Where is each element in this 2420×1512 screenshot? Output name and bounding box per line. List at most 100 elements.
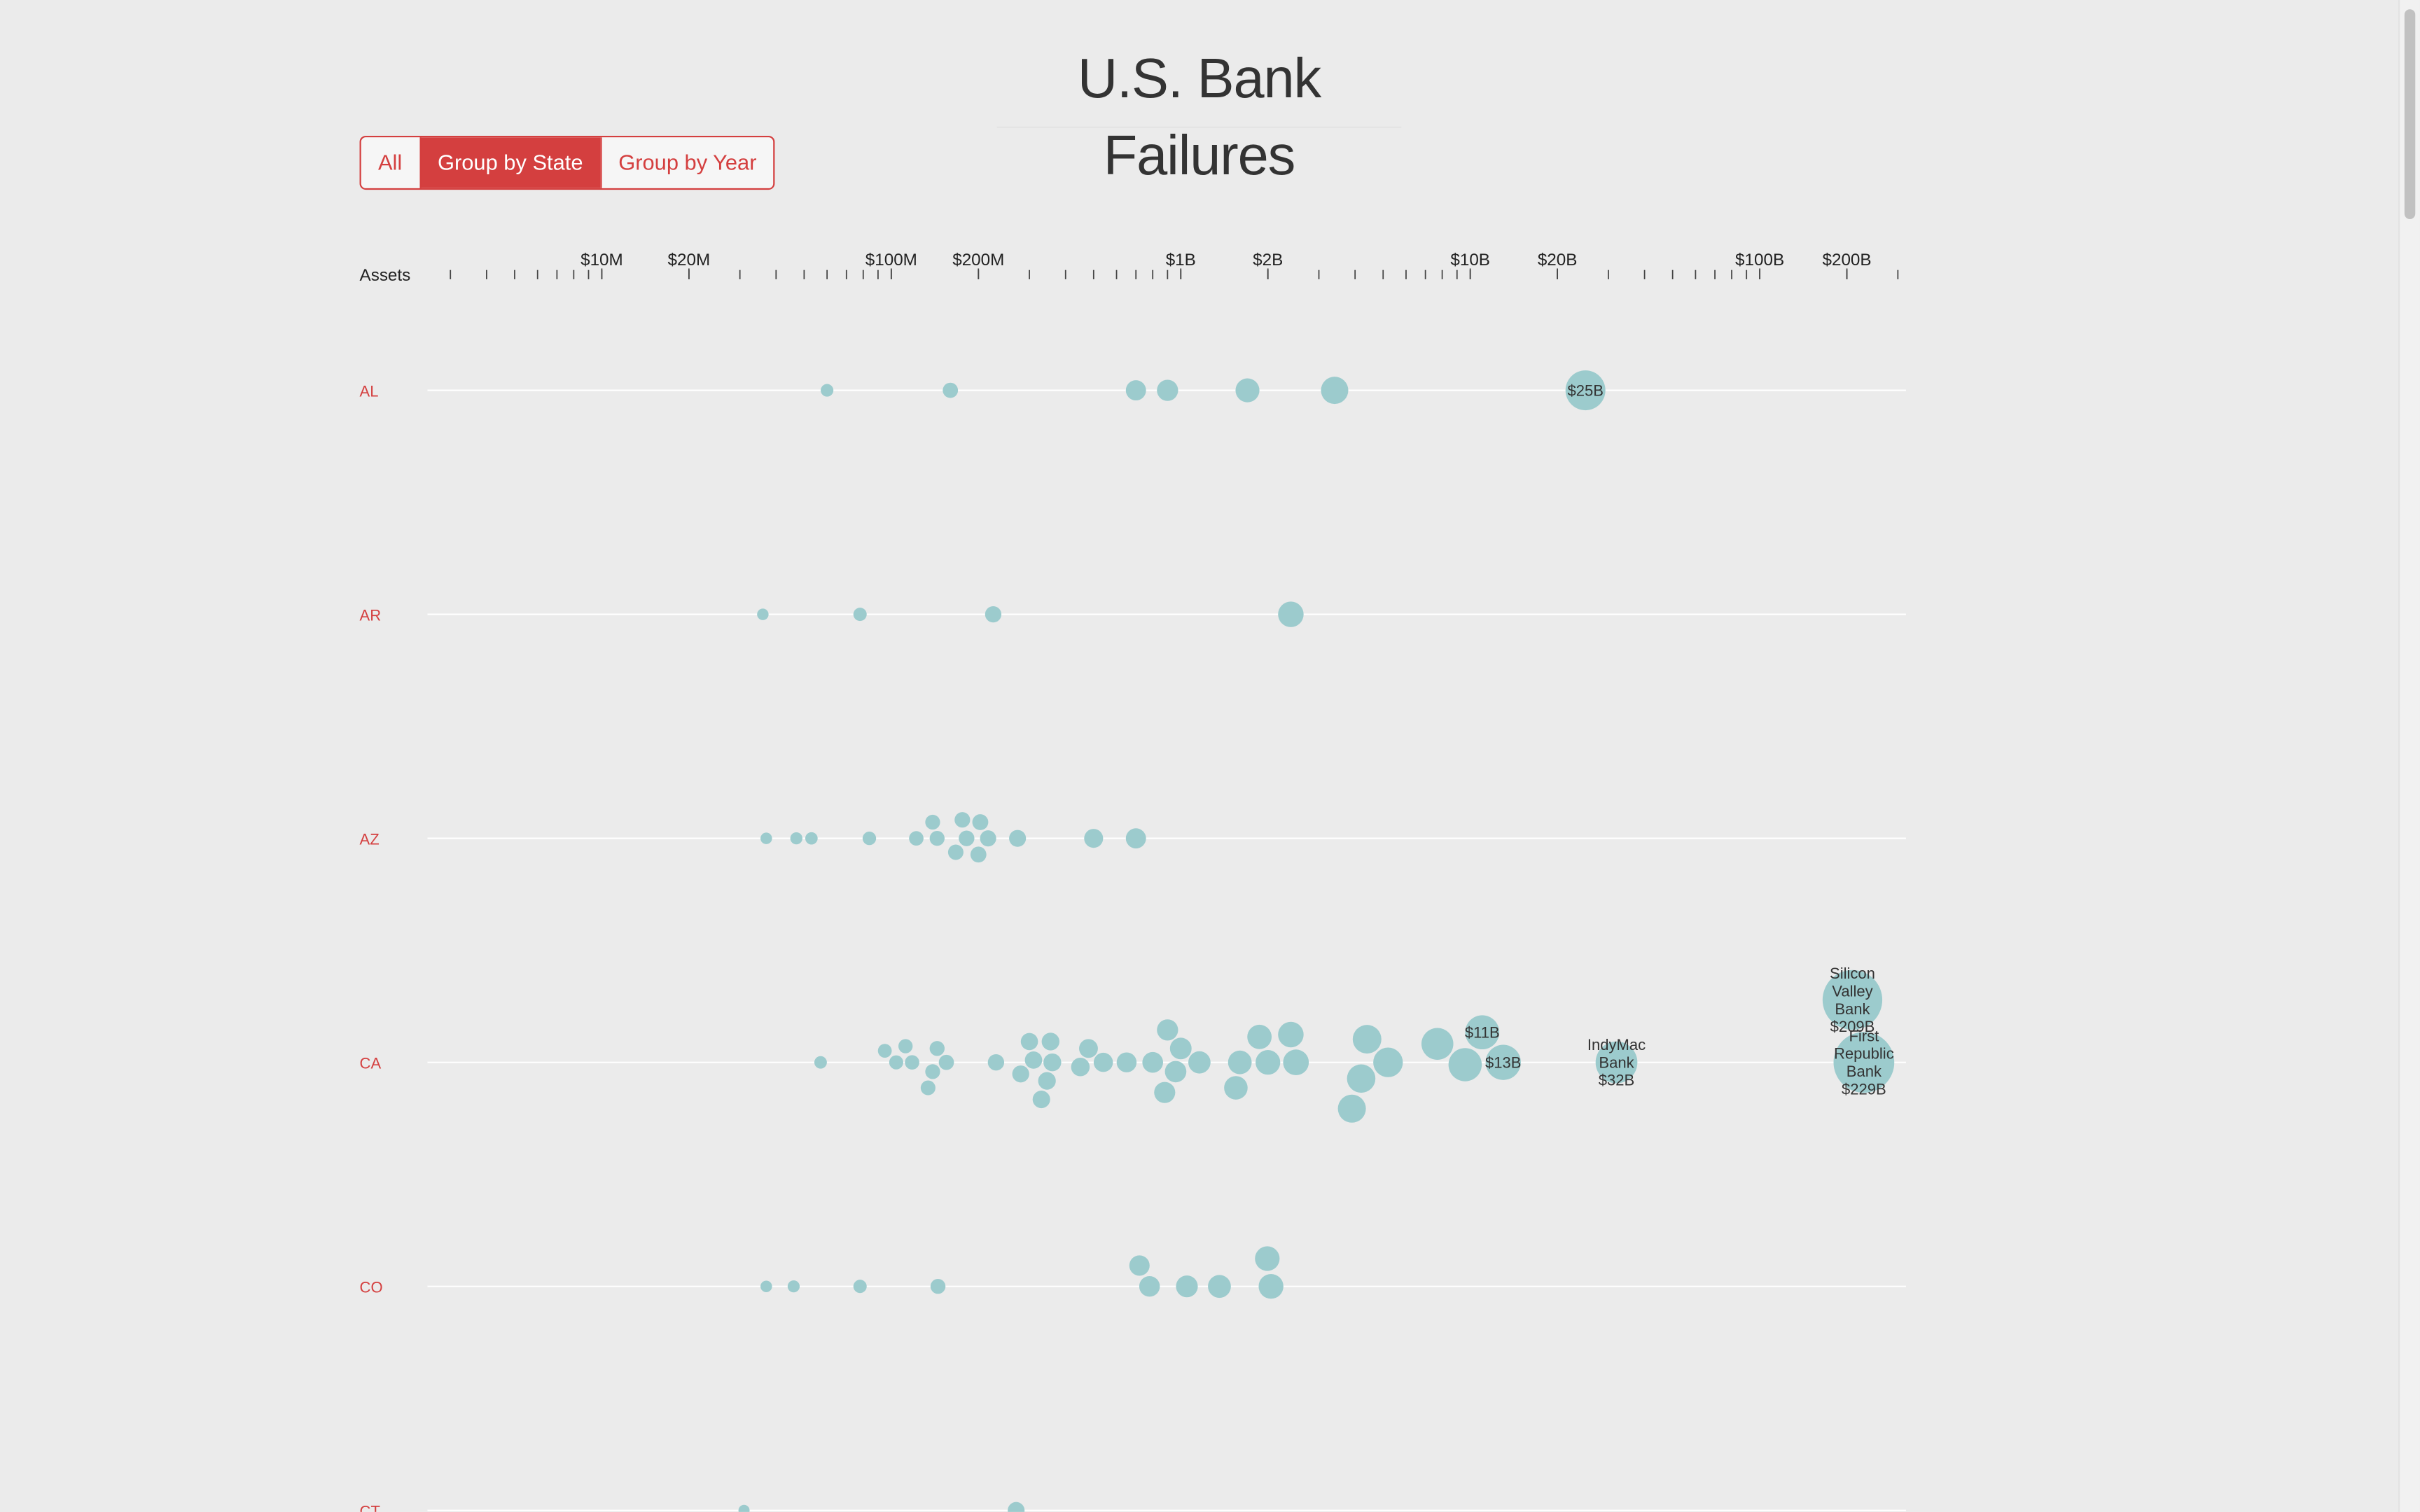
x-axis: Assets $10M $20M $100M $200M $1B $2B $10B $20B $1… bbox=[360, 251, 1899, 285]
bank-bubble[interactable] bbox=[853, 1280, 867, 1294]
bank-bubble[interactable] bbox=[1224, 1076, 1248, 1100]
bank-bubble[interactable] bbox=[1258, 1273, 1284, 1299]
bank-bubble[interactable] bbox=[985, 606, 1002, 623]
bank-bubble[interactable] bbox=[1208, 1275, 1231, 1298]
bank-bubble[interactable] bbox=[987, 1054, 1005, 1071]
bank-bubble-label: $25B bbox=[1567, 382, 1603, 399]
bank-bubble[interactable] bbox=[1084, 829, 1104, 848]
bank-bubble[interactable] bbox=[972, 814, 989, 830]
bank-bubble[interactable] bbox=[1347, 1064, 1376, 1093]
bank-bubble[interactable] bbox=[790, 832, 802, 845]
bank-bubble[interactable] bbox=[1337, 1094, 1366, 1123]
bank-bubble[interactable] bbox=[757, 608, 769, 620]
bank-bubble[interactable] bbox=[970, 846, 987, 863]
bank-bubble[interactable] bbox=[1255, 1246, 1280, 1271]
scrollbar-thumb[interactable] bbox=[2404, 9, 2416, 219]
bank-bubble[interactable] bbox=[929, 830, 945, 846]
bank-bubble[interactable] bbox=[1125, 380, 1146, 401]
bank-bubble[interactable] bbox=[853, 608, 867, 622]
state-row-al: AL $25B bbox=[360, 370, 1906, 411]
bank-bubble[interactable] bbox=[1188, 1051, 1211, 1074]
vertical-scrollbar[interactable] bbox=[2398, 0, 2420, 1512]
bank-bubble[interactable] bbox=[1278, 1021, 1304, 1048]
bank-bubble[interactable] bbox=[1164, 1060, 1187, 1083]
bank-bubble[interactable] bbox=[959, 830, 975, 846]
bank-bubble[interactable] bbox=[1142, 1051, 1163, 1073]
bank-bubble-label: First Republic Bank $229B bbox=[1834, 1027, 1894, 1098]
bank-bubble[interactable] bbox=[1157, 1019, 1178, 1041]
x-axis-tick-label: $20B bbox=[1538, 251, 1578, 270]
bank-bubble-label: $11B bbox=[1465, 1023, 1500, 1041]
bank-bubble[interactable] bbox=[760, 1280, 772, 1292]
bank-bubble[interactable] bbox=[909, 831, 924, 846]
bank-bubble[interactable] bbox=[1169, 1037, 1192, 1060]
bank-bubble[interactable] bbox=[1043, 1053, 1062, 1072]
bank-bubble[interactable] bbox=[938, 1054, 954, 1070]
bank-bubble[interactable] bbox=[1079, 1039, 1098, 1058]
bank-bubble[interactable] bbox=[1129, 1255, 1150, 1276]
bank-bubble[interactable] bbox=[1595, 1041, 1638, 1084]
bank-bubble[interactable] bbox=[1352, 1025, 1382, 1054]
bank-bubble[interactable] bbox=[1256, 1050, 1281, 1075]
bank-bubble[interactable] bbox=[1071, 1058, 1090, 1077]
bank-bubble[interactable] bbox=[1020, 1032, 1038, 1051]
x-axis-tick-label: $10B bbox=[1450, 251, 1490, 270]
bank-bubble[interactable] bbox=[930, 1278, 946, 1294]
bank-bubble[interactable] bbox=[925, 1064, 940, 1079]
bank-bubble[interactable] bbox=[1154, 1082, 1176, 1103]
bank-bubble[interactable] bbox=[821, 384, 834, 397]
bank-bubble[interactable] bbox=[943, 382, 959, 398]
bank-bubble[interactable] bbox=[1009, 830, 1027, 847]
bank-bubble[interactable] bbox=[805, 832, 818, 845]
bank-bubble[interactable] bbox=[980, 830, 996, 847]
bank-bubble[interactable] bbox=[1283, 1049, 1309, 1076]
bank-bubble[interactable] bbox=[1116, 1052, 1137, 1072]
bank-bubble[interactable] bbox=[1565, 370, 1606, 411]
bank-bubble[interactable] bbox=[1032, 1091, 1050, 1109]
bank-bubble[interactable] bbox=[877, 1044, 892, 1058]
bank-bubble[interactable] bbox=[1024, 1051, 1043, 1069]
bank-bubble[interactable] bbox=[905, 1055, 919, 1070]
bank-bubble[interactable] bbox=[925, 814, 940, 830]
bank-bubble[interactable] bbox=[1038, 1072, 1056, 1090]
group-by-year-button[interactable]: Group by Year bbox=[599, 137, 774, 188]
bank-bubble[interactable] bbox=[1093, 1052, 1113, 1072]
bank-bubble[interactable] bbox=[889, 1055, 903, 1070]
bank-bubble[interactable] bbox=[1278, 601, 1304, 627]
state-label: AR bbox=[360, 606, 382, 624]
bank-bubble[interactable] bbox=[1822, 969, 1883, 1030]
all-button[interactable]: All bbox=[377, 149, 403, 175]
state-label: AZ bbox=[360, 830, 380, 848]
bank-bubble[interactable] bbox=[1421, 1028, 1454, 1060]
bank-bubble[interactable] bbox=[862, 832, 877, 846]
bank-bubble[interactable] bbox=[947, 844, 964, 860]
bank-bubble[interactable] bbox=[1041, 1032, 1059, 1051]
bank-bubble[interactable] bbox=[1012, 1065, 1029, 1083]
bank-bubble[interactable] bbox=[1139, 1275, 1160, 1297]
bank-bubble[interactable] bbox=[814, 1056, 827, 1069]
bank-bubble[interactable] bbox=[954, 812, 971, 828]
bank-bubble[interactable] bbox=[1485, 1044, 1521, 1080]
state-rows: AL $25B AR AZ CA First Republic Bank $229BSilico… bbox=[360, 370, 1906, 1512]
bank-bubble[interactable] bbox=[1008, 1502, 1025, 1512]
bank-bubble[interactable] bbox=[1448, 1048, 1482, 1082]
bank-bubble[interactable] bbox=[929, 1041, 945, 1056]
bank-bubble[interactable] bbox=[787, 1280, 800, 1293]
bank-bubble[interactable] bbox=[760, 832, 772, 844]
view-toggle-group: All Group by State Group by Year bbox=[359, 135, 775, 190]
bank-bubble[interactable] bbox=[1235, 378, 1260, 402]
bank-bubble[interactable] bbox=[920, 1080, 936, 1096]
bank-bubble[interactable] bbox=[1125, 828, 1146, 849]
state-row-ct: CT bbox=[360, 1502, 1906, 1512]
bank-bubble[interactable] bbox=[1176, 1275, 1198, 1298]
bank-bubble[interactable] bbox=[1465, 1015, 1500, 1050]
bank-bubble[interactable] bbox=[1373, 1047, 1403, 1077]
group-by-state-button[interactable]: Group by State bbox=[419, 137, 600, 188]
bank-bubble[interactable] bbox=[738, 1504, 750, 1512]
bank-bubble[interactable] bbox=[1157, 379, 1178, 401]
bank-bubble[interactable] bbox=[1247, 1024, 1272, 1049]
bank-bubble[interactable] bbox=[898, 1039, 913, 1054]
bank-bubble[interactable] bbox=[1228, 1050, 1252, 1074]
bank-bubble[interactable] bbox=[1321, 377, 1349, 405]
bank-bubble[interactable] bbox=[1833, 1032, 1895, 1093]
